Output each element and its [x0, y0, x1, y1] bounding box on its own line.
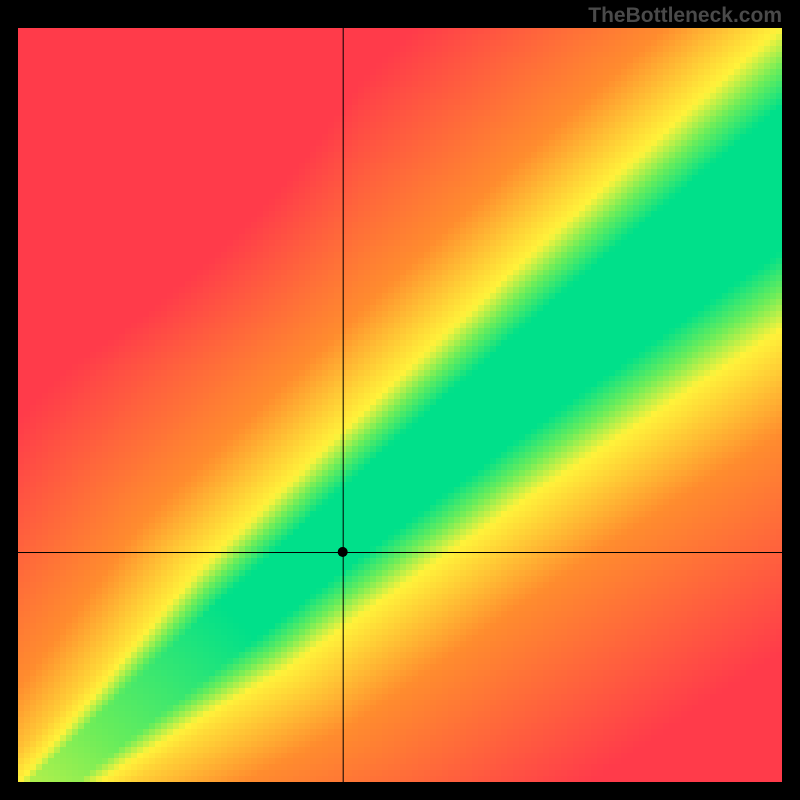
- heatmap-canvas-wrap: [0, 0, 800, 800]
- chart-container: TheBottleneck.com: [0, 0, 800, 800]
- bottleneck-heatmap: [0, 0, 800, 800]
- watermark-text: TheBottleneck.com: [588, 4, 782, 28]
